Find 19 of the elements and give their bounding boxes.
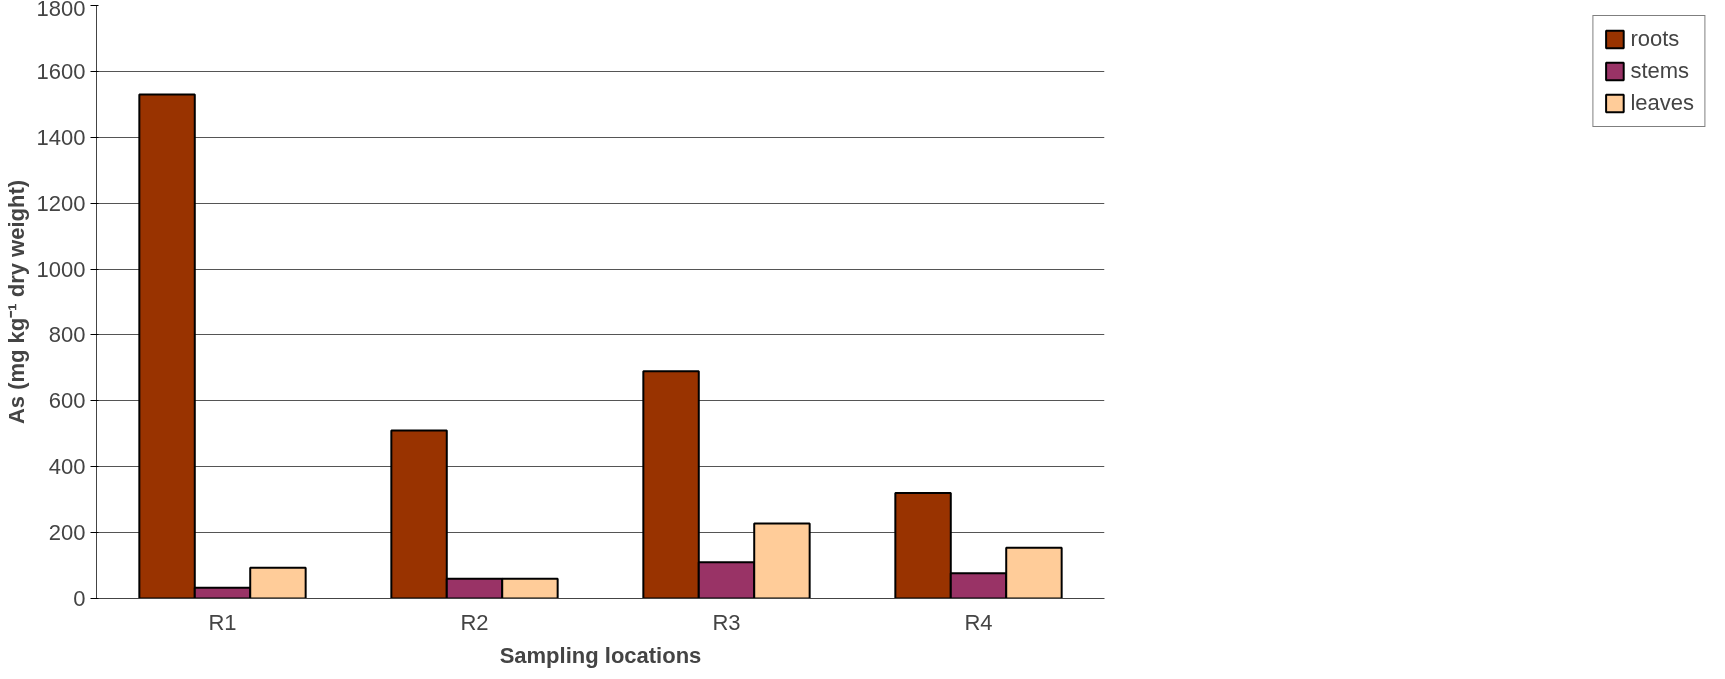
y-axis-title: As (mg kg⁻¹ dry weight) [3, 179, 29, 425]
legend-label: roots [1630, 26, 1680, 52]
x-axis-title: Sampling locations [499, 642, 702, 668]
y-tick-label: 600 [48, 388, 86, 414]
legend-label: stems [1630, 58, 1690, 84]
y-tick-label: 1600 [36, 58, 86, 84]
y-tick-label: 200 [48, 520, 86, 546]
y-tick-label: 1400 [36, 124, 86, 150]
x-tick-label: R4 [964, 609, 993, 635]
y-tick-label: 800 [48, 322, 86, 348]
legend-label: leaves [1630, 90, 1694, 116]
y-tick-label: 0 [73, 586, 86, 611]
x-tick-label: R3 [712, 609, 741, 635]
y-tick-label: 1200 [36, 190, 86, 216]
y-tick-label: 400 [48, 454, 86, 480]
y-tick-label: 1000 [36, 256, 86, 282]
x-tick-label: R2 [460, 609, 489, 635]
y-tick-label: 1800 [36, 0, 86, 21]
x-tick-label: R1 [208, 609, 237, 635]
